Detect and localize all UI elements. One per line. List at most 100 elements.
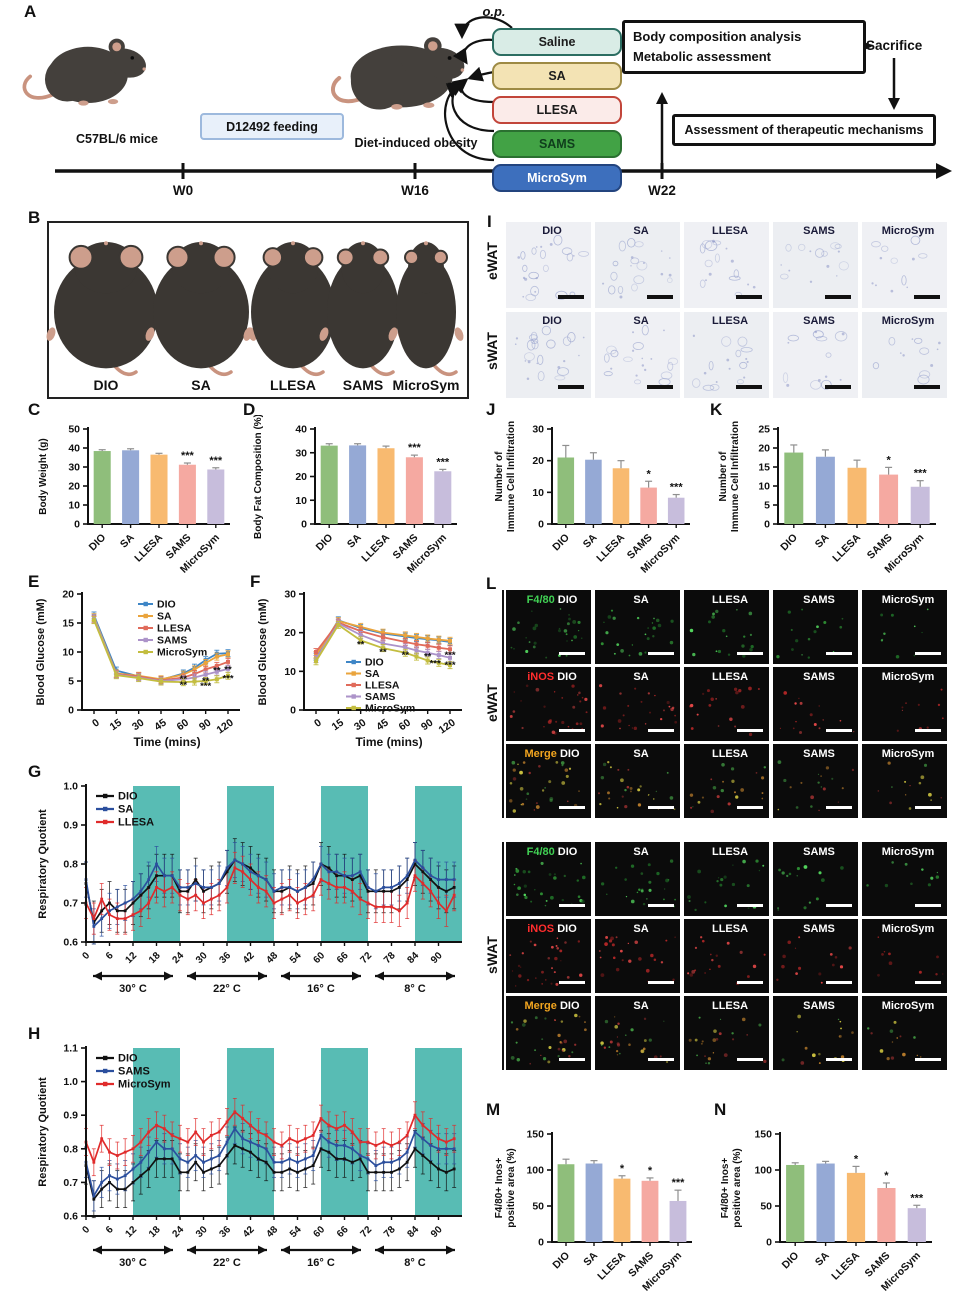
temperature-label: 16° C bbox=[307, 1257, 335, 1269]
if-micrograph-swat-f480-llesa: LLESA bbox=[684, 842, 769, 916]
temperature-label: 8° C bbox=[404, 983, 426, 995]
chart-K: 0 5 10 15 20 25 Number of Immune Cell Infiltrat… bbox=[718, 421, 936, 576]
if-micrograph-ewat-inos-microsym: MicroSym bbox=[862, 667, 947, 741]
chart-N: 0 50 100 150 F4/80+ Inos+ positive area (%) DI… bbox=[720, 1129, 932, 1294]
scale-bar bbox=[915, 1058, 941, 1061]
scale-bar bbox=[648, 981, 674, 984]
if-micrograph-label: LLESA bbox=[712, 594, 748, 606]
x-tick-label: 24 bbox=[170, 950, 186, 966]
panel-b-label: B bbox=[28, 208, 41, 227]
panel-b-mouse-photos: DIO SA LLESA SAMS MicroSym bbox=[46, 221, 469, 399]
legend-entry: LLESA bbox=[118, 817, 154, 829]
legend-entry: DIO bbox=[157, 599, 176, 611]
svg-text:0: 0 bbox=[301, 519, 307, 531]
sacrifice-label: Sacrifice bbox=[866, 38, 923, 53]
micrograph-column-label: DIO bbox=[542, 225, 562, 237]
bar-MicroSym bbox=[669, 1200, 687, 1242]
scale-bar bbox=[915, 729, 941, 732]
x-tick-label: 120 bbox=[214, 717, 235, 737]
micrograph-column-label: SA bbox=[633, 315, 648, 327]
x-tick-label: 18 bbox=[147, 1224, 163, 1240]
x-tick-label: 42 bbox=[241, 950, 257, 966]
if-micrograph-ewat-f480-llesa: LLESA bbox=[684, 590, 769, 664]
chart-M: 0 50 100 150 F4/80+ Inos+ positive area (%) DI… bbox=[494, 1129, 692, 1294]
x-tick-label: 84 bbox=[405, 1224, 421, 1240]
svg-text:20: 20 bbox=[532, 455, 544, 467]
x-tick-label: 24 bbox=[170, 1224, 186, 1240]
legend-entry: LLESA bbox=[157, 623, 192, 635]
svg-text:20: 20 bbox=[62, 589, 74, 601]
svg-text:40: 40 bbox=[295, 424, 307, 436]
x-tick-label: 30 bbox=[194, 1224, 210, 1240]
y-axis-label: Immune Cell Infiltration bbox=[730, 421, 741, 532]
legend-entry: SAMS bbox=[157, 635, 187, 647]
x-tick-label: 0 bbox=[80, 950, 92, 962]
scale-bar bbox=[647, 295, 673, 299]
x-axis-label: Time (mins) bbox=[133, 735, 200, 749]
y-axis-label: Respiratory Quotient bbox=[37, 809, 49, 919]
significance-marker: ** bbox=[180, 674, 188, 685]
scale-bar bbox=[914, 385, 940, 389]
x-axis-label: Time (mins) bbox=[355, 735, 422, 749]
treatment-box-sa: SA bbox=[492, 62, 622, 90]
if-micrograph-label: SAMS bbox=[803, 923, 835, 935]
scale-bar bbox=[559, 652, 585, 655]
micrograph-swat-microsym: MicroSym bbox=[862, 312, 947, 398]
svg-text:0: 0 bbox=[68, 705, 74, 717]
if-micrograph-label: F4/80 DIO bbox=[527, 846, 578, 858]
mouse-photo-llesa bbox=[243, 241, 343, 376]
micrograph-swat-dio: DIO bbox=[506, 312, 591, 398]
significance-marker: ** bbox=[424, 652, 432, 663]
if-micrograph-ewat-merge-sams: SAMS bbox=[773, 744, 858, 818]
svg-text:25: 25 bbox=[758, 424, 770, 436]
if-micrograph-ewat-merge-sa: SA bbox=[595, 744, 680, 818]
x-tick-label: 54 bbox=[288, 950, 304, 966]
injection-arrow-3 bbox=[451, 78, 495, 104]
svg-text:30: 30 bbox=[295, 447, 307, 459]
if-micrograph-swat-inos-llesa: LLESA bbox=[684, 919, 769, 993]
scale-bar bbox=[647, 385, 673, 389]
if-micrograph-label: SA bbox=[633, 923, 648, 935]
micrograph-ewat-llesa: LLESA bbox=[684, 222, 769, 308]
panel-l-section-label-ewat: eWAT bbox=[484, 684, 500, 722]
bar-SAMS bbox=[405, 457, 423, 524]
y-axis-label: positive area (%) bbox=[732, 1148, 743, 1227]
scale-bar bbox=[737, 729, 763, 732]
y-axis-label: Blood Glucose (mM) bbox=[257, 598, 269, 705]
significance-marker: * bbox=[884, 1170, 889, 1182]
if-micrograph-label: SA bbox=[633, 671, 648, 683]
bar-MicroSym bbox=[207, 469, 225, 524]
bar-DIO bbox=[557, 457, 575, 524]
if-micrograph-ewat-f480-microsym: MicroSym bbox=[862, 590, 947, 664]
if-micrograph-swat-merge-dio: Merge DIO bbox=[506, 996, 591, 1070]
category-label: LLESA bbox=[595, 1249, 628, 1282]
x-tick-label: 45 bbox=[374, 717, 391, 734]
mouse-right-caption: Diet-induced obesity bbox=[354, 136, 478, 150]
legend-entry: MicroSym bbox=[157, 647, 207, 659]
bar-SA bbox=[585, 1163, 603, 1242]
svg-text:20: 20 bbox=[284, 627, 296, 639]
x-tick-label: 42 bbox=[241, 1224, 257, 1240]
significance-marker: * bbox=[646, 468, 651, 480]
temperature-label: 22° C bbox=[213, 1257, 241, 1269]
micrograph-column-label: LLESA bbox=[712, 225, 748, 237]
category-label: DIO bbox=[550, 1250, 572, 1272]
panel-i-row-label-ewat: eWAT bbox=[484, 242, 500, 280]
temperature-label: 22° C bbox=[213, 983, 241, 995]
category-label: LLESA bbox=[359, 531, 392, 564]
scale-bar bbox=[736, 295, 762, 299]
legend-entry: SAMS bbox=[118, 1066, 150, 1078]
legend-entry: SA bbox=[157, 611, 172, 623]
svg-text:0.9: 0.9 bbox=[63, 820, 78, 832]
x-tick-label: 0 bbox=[80, 1224, 92, 1236]
significance-marker: *** bbox=[910, 1192, 924, 1204]
if-micrograph-swat-f480-dio: F4/80 DIO bbox=[506, 842, 591, 916]
svg-text:0.7: 0.7 bbox=[63, 1177, 78, 1189]
scale-bar bbox=[914, 295, 940, 299]
significance-marker: *** bbox=[209, 455, 223, 467]
panel-h-respiratory-quotient-chart: 0.6 0.7 0.8 0.9 1.0 1.1 Respiratory Quotient 0 6… bbox=[30, 1040, 472, 1289]
panel-j-label: J bbox=[486, 400, 496, 419]
treatment-box-microsym: MicroSym bbox=[492, 164, 622, 192]
panel-g-label: G bbox=[28, 762, 42, 781]
